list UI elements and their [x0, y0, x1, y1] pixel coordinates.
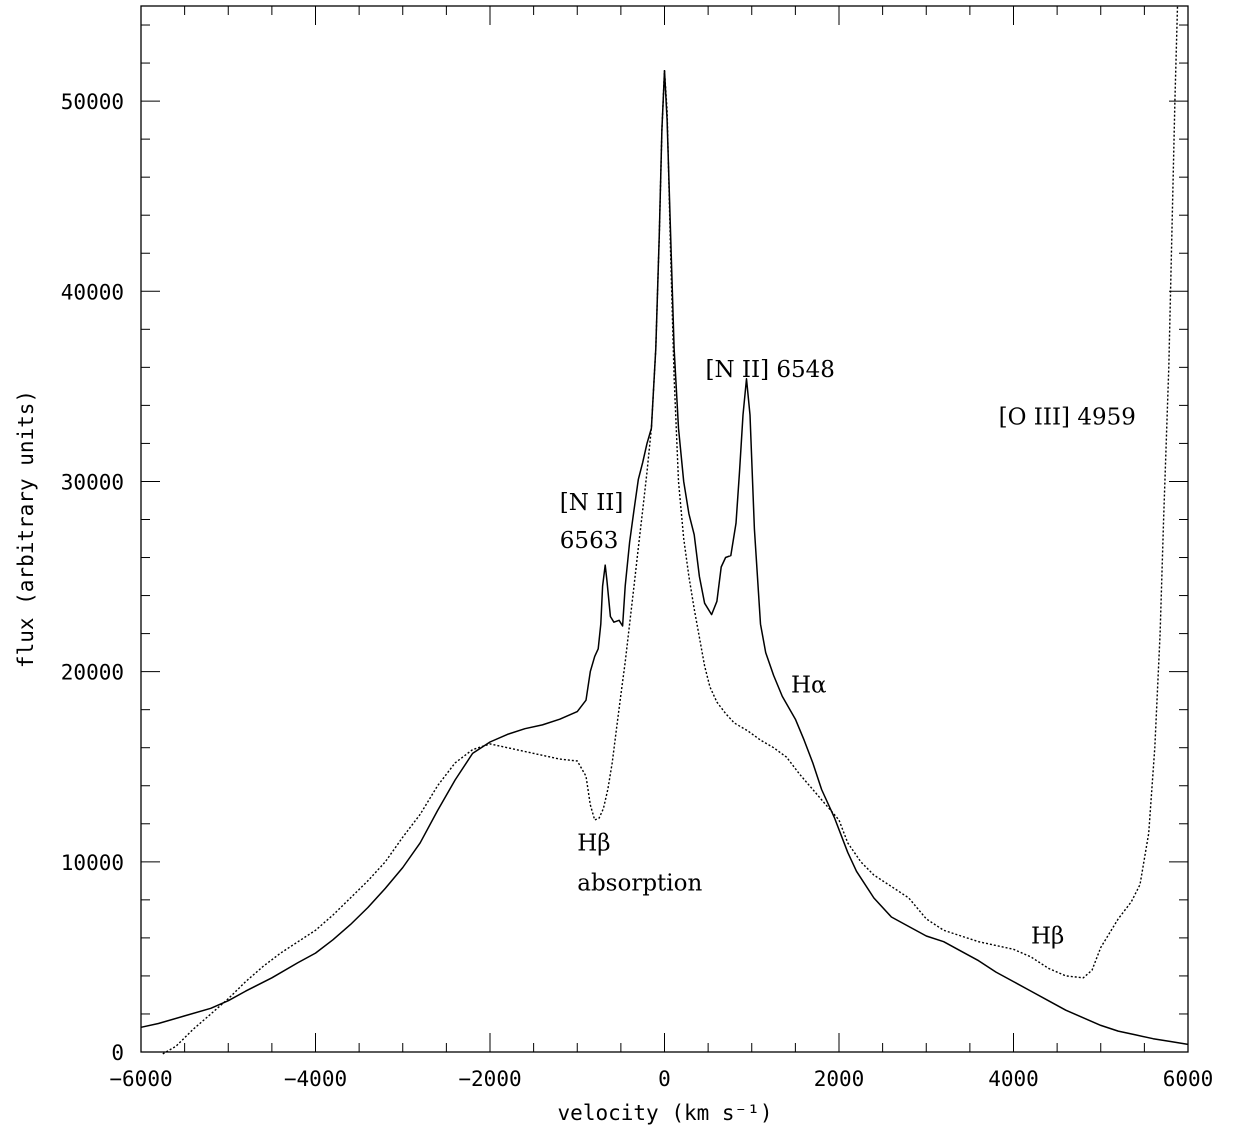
- annotations: [N II] 6548 [O III] 4959 [N II] 6563 Hα Hβ abs…: [560, 357, 1136, 950]
- y-tick-label: 40000: [61, 280, 124, 304]
- x-tick-label: 2000: [814, 1067, 865, 1091]
- annotation-label: 6563: [560, 528, 619, 554]
- series-line-solid: [140, 69, 1189, 1046]
- annotation-label: [O III] 4959: [999, 404, 1136, 430]
- x-tick-label: 6000: [1163, 1067, 1214, 1091]
- annotation-label: Hβ: [577, 830, 610, 856]
- x-tick-label: −2000: [458, 1067, 521, 1091]
- series-group: [140, 5, 1189, 1055]
- y-axis-label: flux (arbitrary units): [14, 390, 38, 668]
- y-tick-label: 20000: [61, 661, 124, 685]
- x-axis-label: velocity (km s⁻¹): [558, 1101, 773, 1125]
- x-tick-label: −4000: [284, 1067, 347, 1091]
- annotation-label: Hα: [791, 673, 827, 699]
- axis-ticks: [140, 6, 1189, 1053]
- y-tick-label: 0: [111, 1041, 124, 1065]
- series-line-dotted: [162, 5, 1179, 1055]
- y-tick-label: 10000: [61, 851, 124, 875]
- x-tick-label: −6000: [109, 1067, 172, 1091]
- y-tick-labels: 0 10000 20000 30000 40000 50000: [61, 90, 124, 1065]
- annotation-label: Hβ: [1031, 924, 1064, 950]
- x-tick-labels: −6000 −4000 −2000 0 2000 4000 6000: [109, 1067, 1213, 1091]
- x-tick-label: 0: [658, 1067, 671, 1091]
- annotation-label: absorption: [577, 870, 702, 896]
- y-tick-label: 30000: [61, 470, 124, 494]
- annotation-label: [N II] 6548: [706, 357, 835, 383]
- y-tick-label: 50000: [61, 90, 124, 114]
- annotation-label: [N II]: [560, 490, 624, 516]
- x-tick-label: 4000: [988, 1067, 1039, 1091]
